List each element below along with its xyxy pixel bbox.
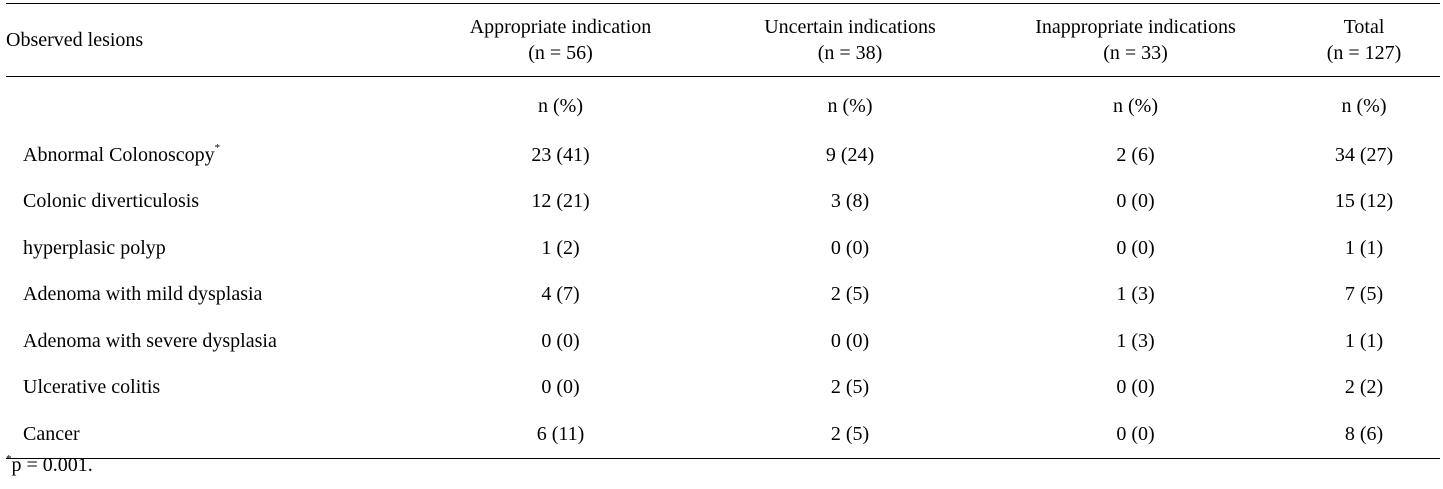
table-row: Adenoma with mild dysplasia 4 (7) 2 (5) …: [6, 272, 1440, 319]
header-appropriate-title: Appropriate indication: [469, 16, 652, 38]
table-cell: 2 (5): [830, 376, 870, 399]
table-cell: 0 (0): [830, 236, 870, 259]
table-row: Ulcerative colitis 0 (0) 2 (5) 0 (0) 2 (…: [6, 365, 1440, 412]
table-cell: 12 (21): [531, 190, 590, 213]
row-label-text: Abnormal Colonoscopy: [23, 143, 215, 166]
units-row: n (%) n (%) n (%) n (%): [6, 77, 1440, 133]
lesions-table: Observed lesions Appropriate indication …: [6, 3, 1440, 459]
table-cell: 1 (3): [1116, 283, 1155, 306]
table-cell: 23 (41): [531, 143, 590, 166]
header-appropriate-n: (n = 56): [528, 42, 593, 64]
row-label: Adenoma with mild dysplasia: [23, 283, 263, 306]
unit-cell: n (%): [827, 94, 873, 117]
row-label: hyperplasic polyp: [23, 236, 166, 259]
table-row: Abnormal Colonoscopy* 23 (41) 9 (24) 2 (…: [6, 132, 1440, 179]
table-cell: 2 (6): [1116, 143, 1155, 166]
table-cell: 0 (0): [541, 329, 580, 352]
table-cell: 0 (0): [1116, 376, 1155, 399]
table-cell: 0 (0): [983, 411, 1288, 459]
table-cell: 7 (5): [1344, 283, 1384, 306]
header-uncertain-title: Uncertain indications: [764, 16, 936, 38]
table-cell: 2 (5): [830, 283, 870, 306]
footnote-marker: *: [214, 141, 221, 154]
table-row: Cancer 6 (11) 2 (5) 0 (0) 8 (6): [6, 411, 1440, 459]
table-footnote: *p = 0.001.: [6, 454, 93, 477]
unit-cell: n (%): [1113, 94, 1158, 117]
header-appropriate: Appropriate indication (n = 56): [404, 3, 717, 77]
unit-cell: n (%): [1341, 94, 1387, 117]
header-uncertain-n: (n = 38): [817, 42, 883, 64]
row-label: Cancer: [6, 411, 404, 459]
header-uncertain: Uncertain indications (n = 38): [717, 3, 983, 77]
header-inappropriate-n: (n = 33): [1103, 42, 1168, 64]
table-cell: 3 (8): [830, 190, 870, 213]
table-row: hyperplasic polyp 1 (2) 0 (0) 0 (0) 1 (1…: [6, 225, 1440, 272]
table-cell: 8 (6): [1288, 411, 1440, 459]
row-label: Adenoma with severe dysplasia: [23, 329, 277, 352]
table-cell: 0 (0): [830, 329, 870, 352]
table-cell: 9 (24): [825, 143, 875, 166]
unit-cell: n (%): [538, 94, 583, 117]
row-label: Ulcerative colitis: [23, 376, 161, 399]
header-total: Total (n = 127): [1288, 3, 1440, 77]
table-row: Colonic diverticulosis 12 (21) 3 (8) 0 (…: [6, 179, 1440, 226]
table-cell: 1 (3): [1116, 329, 1155, 352]
header-inappropriate: Inappropriate indications (n = 33): [983, 3, 1288, 77]
table-cell: 0 (0): [1116, 190, 1155, 213]
table-cell: 1 (2): [541, 236, 580, 259]
header-total-title: Total: [1343, 16, 1385, 38]
table-cell: 6 (11): [404, 411, 717, 459]
row-label: Abnormal Colonoscopy*: [6, 132, 404, 179]
table-row: Adenoma with severe dysplasia 0 (0) 0 (0…: [6, 318, 1440, 365]
table-cell: 1 (1): [1344, 329, 1384, 352]
footnote-text: p = 0.001.: [11, 454, 93, 476]
table-cell: 15 (12): [1334, 190, 1394, 213]
table-cell: 0 (0): [541, 376, 580, 399]
footnote-marker: *: [6, 453, 12, 465]
table-header-row: Observed lesions Appropriate indication …: [6, 3, 1440, 77]
table-cell: 2 (2): [1344, 376, 1384, 399]
table-cell: 0 (0): [1116, 236, 1155, 259]
header-inappropriate-title: Inappropriate indications: [1035, 16, 1236, 38]
header-observed-lesions: Observed lesions: [6, 3, 404, 77]
units-row-label: [6, 77, 404, 133]
table-cell: 2 (5): [717, 411, 983, 459]
lesions-table-container: Observed lesions Appropriate indication …: [6, 3, 1440, 459]
header-total-n: (n = 127): [1326, 42, 1402, 64]
table-cell: 1 (1): [1344, 236, 1384, 259]
row-label: Colonic diverticulosis: [23, 190, 200, 213]
table-cell: 4 (7): [541, 283, 580, 306]
table-cell: 34 (27): [1334, 143, 1394, 166]
